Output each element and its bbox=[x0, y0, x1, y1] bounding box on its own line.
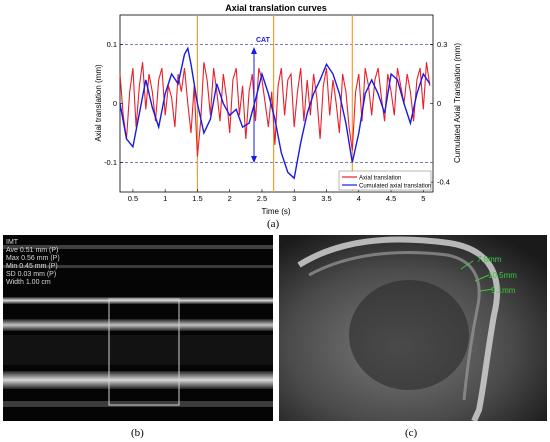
vessel-lumen-haze bbox=[3, 335, 273, 365]
caption-b: (b) bbox=[131, 427, 144, 439]
y-tick-label-left: 0.1 bbox=[107, 40, 117, 49]
x-tick-label: 2 bbox=[228, 194, 232, 203]
axial-translation-chart: 0.5 1 1.5 2 2.5 3 3.5 4 4.5 5 0.1 0 -0.1 0.3 0 -0.4 A… bbox=[94, 3, 462, 216]
legend-label-cumulated: Cumulated axial translation bbox=[359, 184, 431, 190]
ultrasound-overlay-line: Max 0.56 mm (P) bbox=[6, 255, 60, 262]
x-tick-label: 3.5 bbox=[321, 194, 331, 203]
x-tick-label: 4 bbox=[357, 194, 361, 203]
tissue-band-top bbox=[3, 245, 273, 249]
mri-measurement-label: 7.8mm bbox=[477, 255, 502, 264]
y-tick-label-left: -0.1 bbox=[104, 158, 117, 167]
y-tick-label-right: -0.4 bbox=[437, 178, 450, 187]
series-line-0 bbox=[119, 62, 431, 157]
legend-box bbox=[338, 170, 432, 191]
mri-image: 7.8mm 10.5mm 9.1mm bbox=[279, 235, 547, 421]
caption-c: (c) bbox=[405, 427, 418, 439]
cat-arrow-head-down bbox=[251, 156, 257, 163]
myocardium-outline bbox=[297, 236, 500, 421]
x-tick-label: 4.5 bbox=[386, 194, 396, 203]
vessel-wall-near-2 bbox=[3, 319, 273, 331]
legend-label-axial: Axial translation bbox=[359, 176, 401, 182]
y-tick-label-right: 0.3 bbox=[437, 40, 447, 49]
cat-annotation: CAT bbox=[256, 37, 271, 44]
tissue-band-upper bbox=[3, 265, 273, 268]
legend: Axial translation Cumulated axial transl… bbox=[338, 170, 432, 191]
x-tick-label: 1 bbox=[163, 194, 167, 203]
x-axis-label: Time (s) bbox=[261, 207, 290, 216]
y-axis-label-right: Cumulated Axial Translation (mm) bbox=[453, 43, 462, 163]
caption-a: (a) bbox=[267, 218, 280, 230]
x-tick-label: 2.5 bbox=[257, 194, 267, 203]
tissue-band-bottom bbox=[3, 401, 273, 407]
vessel-wall-near bbox=[3, 297, 273, 304]
ventricle-cavity bbox=[349, 280, 469, 390]
measurement-line-1 bbox=[460, 260, 474, 270]
vessel-wall-far bbox=[3, 371, 273, 389]
series-line-1 bbox=[119, 46, 431, 180]
ultrasound-overlay-line: IMT bbox=[6, 239, 19, 246]
x-tick-label: 1.5 bbox=[192, 194, 202, 203]
cat-arrow-head-up bbox=[251, 47, 257, 54]
mri-measurement-label: 10.5mm bbox=[488, 271, 517, 280]
measurement-line-2 bbox=[474, 274, 490, 282]
x-tick-label: 3 bbox=[292, 194, 296, 203]
ultrasound-overlay-line: SD 0.03 mm (P) bbox=[6, 271, 56, 278]
roi-box bbox=[108, 298, 180, 406]
epicardial-fat bbox=[308, 251, 481, 401]
measurement-line-3 bbox=[479, 288, 494, 292]
x-tick-label: 0.5 bbox=[128, 194, 138, 203]
x-tick-label: 5 bbox=[421, 194, 425, 203]
ultrasound-overlay-line: Min 0.45 mm (P) bbox=[6, 263, 58, 270]
y-tick-label-right: 0 bbox=[437, 99, 441, 108]
y-axis-label-left: Axial translation (mm) bbox=[94, 64, 103, 142]
y-tick-label-left: 0 bbox=[113, 99, 117, 108]
chart-title: Axial translation curves bbox=[225, 3, 327, 13]
mri-measurement-label: 9.1mm bbox=[491, 286, 516, 295]
ultrasound-overlay-line: Width 1.00 cm bbox=[6, 279, 51, 286]
ultrasound-overlay-line: Ave 0.51 mm (P) bbox=[6, 247, 58, 254]
